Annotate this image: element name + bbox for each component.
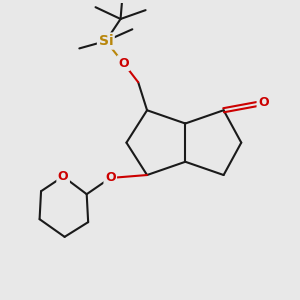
Text: O: O — [118, 57, 129, 70]
Text: O: O — [105, 172, 116, 184]
Text: O: O — [258, 96, 269, 110]
Text: Si: Si — [98, 34, 113, 48]
Text: O: O — [58, 170, 68, 183]
